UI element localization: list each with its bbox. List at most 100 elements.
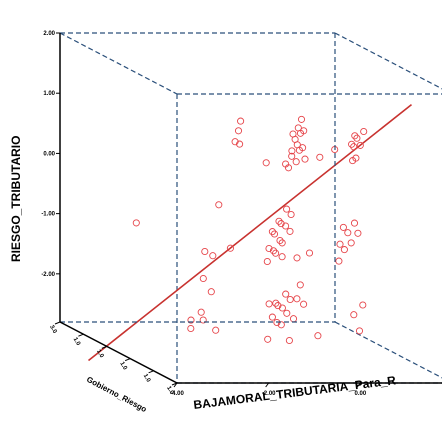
data-point	[270, 230, 279, 238]
data-point	[226, 244, 234, 252]
tick-layer: -2.00-1.000.001.002.00-4.00-2.000.002.00…	[41, 31, 367, 397]
data-point	[289, 315, 298, 323]
y-tick-label: -1.00	[41, 212, 55, 218]
y-tick-label: 2.00	[43, 31, 55, 37]
data-point	[286, 295, 294, 304]
data-point	[287, 210, 295, 219]
z-tick-label: 1.0	[142, 373, 152, 384]
z-axis-label: Gobierno_Riesgo	[85, 375, 148, 414]
box-back-edges	[59, 32, 442, 384]
y-tick-label: 0.00	[43, 151, 55, 157]
data-point	[360, 127, 368, 136]
z-axis-line	[59, 321, 178, 384]
z-tick-label: 1.0	[165, 385, 175, 396]
data-point	[265, 300, 273, 308]
data-point	[234, 127, 243, 135]
data-point	[348, 140, 356, 148]
data-point	[353, 134, 361, 142]
box-edge	[334, 32, 442, 90]
data-point	[347, 239, 355, 247]
data-point	[354, 229, 362, 237]
axis-layer	[59, 33, 442, 384]
y-axis-label: RIESGO_TRIBUTARIO	[9, 136, 23, 262]
data-point	[268, 228, 276, 236]
data-point	[292, 158, 300, 166]
data-point	[350, 219, 359, 227]
data-point	[187, 316, 195, 324]
data-point	[277, 321, 285, 329]
data-point	[351, 132, 359, 140]
x-tick-label: -2.00	[262, 391, 276, 397]
data-point	[300, 300, 308, 308]
data-point	[350, 311, 358, 319]
data-point	[293, 254, 301, 262]
points-layer	[132, 115, 368, 345]
z-tick-mark	[101, 345, 107, 349]
data-point	[278, 239, 286, 247]
data-point	[283, 205, 291, 213]
data-point	[359, 301, 367, 309]
x-tick-mark	[265, 382, 270, 388]
data-point	[356, 141, 364, 149]
z-tick-mark	[148, 370, 154, 374]
x-tick-label: -4.00	[170, 391, 184, 397]
data-point	[352, 154, 360, 162]
data-point	[199, 274, 207, 283]
data-point	[264, 335, 272, 343]
data-point	[314, 332, 322, 340]
data-point	[263, 257, 271, 266]
data-point	[300, 127, 308, 135]
data-point	[272, 249, 280, 257]
data-point	[350, 143, 358, 151]
data-point	[297, 115, 306, 123]
z-tick-mark	[171, 382, 178, 386]
data-point	[340, 246, 348, 254]
z-tick-mark	[54, 321, 61, 325]
data-point	[335, 257, 343, 265]
data-point	[275, 217, 283, 225]
data-point	[282, 290, 290, 298]
x-tick-mark	[356, 382, 361, 388]
z-tick-mark	[78, 333, 84, 337]
y-tick-label: 1.00	[43, 91, 55, 97]
data-point	[288, 152, 296, 160]
data-point	[301, 155, 309, 163]
data-point	[276, 236, 284, 245]
data-point	[296, 281, 304, 289]
data-point	[344, 229, 352, 237]
data-point	[269, 247, 278, 255]
data-point	[262, 159, 270, 167]
data-point	[237, 117, 245, 125]
data-point	[355, 327, 364, 335]
data-point	[187, 324, 195, 333]
box-edge	[334, 321, 442, 379]
data-point	[209, 252, 217, 260]
data-point	[286, 227, 294, 235]
z-tick-mark	[125, 358, 131, 362]
data-point	[293, 295, 301, 303]
data-point	[265, 244, 273, 253]
data-point	[282, 222, 290, 230]
data-point	[288, 147, 296, 155]
data-point	[236, 140, 244, 148]
x-tick-label: 0.00	[354, 391, 366, 397]
x-axis-label: BAJAMORAL_TRIBUTARIA_Para_R	[193, 373, 397, 412]
data-point	[272, 299, 280, 307]
data-point	[339, 223, 347, 231]
data-point	[199, 316, 207, 324]
data-point	[201, 247, 209, 256]
data-point	[285, 336, 293, 345]
data-point	[283, 309, 291, 317]
z-tick-label: 1.0	[95, 349, 105, 360]
data-point	[305, 249, 314, 257]
data-point	[299, 144, 307, 152]
y-tick-label: -2.00	[41, 272, 55, 278]
data-point	[215, 201, 223, 209]
data-point	[282, 160, 290, 168]
data-point	[336, 240, 344, 248]
data-point	[278, 253, 286, 261]
data-point	[212, 326, 220, 334]
data-point	[278, 304, 286, 312]
data-point	[316, 153, 324, 161]
